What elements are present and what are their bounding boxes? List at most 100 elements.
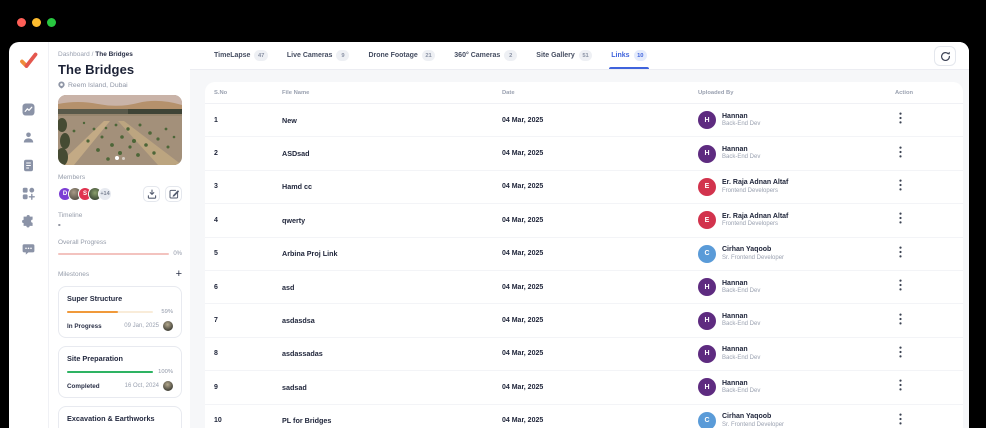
row-actions-menu-button[interactable]: [895, 410, 906, 428]
project-location: Reem Island, Dubai: [58, 81, 182, 89]
row-number: 8: [214, 350, 218, 358]
breadcrumb-root[interactable]: Dashboard: [58, 51, 90, 58]
table-row[interactable]: 7 asdasdsa 04 Mar, 2025 H Hannan Back-End Dev: [205, 304, 963, 338]
tab-site-gallery[interactable]: Site Gallery 51: [536, 42, 593, 69]
row-actions-menu-button[interactable]: [895, 310, 906, 332]
kebab-menu-icon: [899, 413, 902, 425]
table-row[interactable]: 9 sadsad 04 Mar, 2025 H Hannan Back-End Dev: [205, 371, 963, 405]
row-actions-menu-button[interactable]: [895, 376, 906, 398]
row-date: 04 Mar, 2025: [502, 350, 544, 358]
row-number: 6: [214, 283, 218, 291]
milestone-card[interactable]: Excavation & Earthworks71%In Progress03 …: [58, 406, 182, 428]
table-row[interactable]: 5 Arbina Proj Link 04 Mar, 2025 C Cirhan Yaq…: [205, 238, 963, 271]
row-date: 04 Mar, 2025: [502, 283, 544, 291]
row-actions-menu-button[interactable]: [895, 209, 906, 231]
members-label: Members: [58, 174, 86, 181]
col-uploaded-by: Uploaded By: [698, 89, 734, 96]
tab-links[interactable]: Links 10: [609, 42, 649, 69]
milestone-card[interactable]: Site Preparation 100% Completed 16 Oct, 202…: [58, 346, 182, 398]
row-uploader: H Hannan Back-End Dev: [698, 344, 892, 363]
row-actions-menu-button[interactable]: [895, 243, 906, 265]
refresh-button[interactable]: [934, 46, 956, 66]
milestone-status: In Progress: [67, 322, 102, 330]
tab-bar: TimeLapse 47 Live Cameras 9 Drone Footage 21 3…: [190, 42, 969, 70]
uploader-avatar: H: [698, 111, 716, 130]
row-uploader: H Hannan Back-End Dev: [698, 311, 892, 330]
table-header: S.No File Name Date Uploaded By Action: [205, 82, 963, 104]
table-row[interactable]: 8 asdassadas 04 Mar, 2025 H Hannan Back-End D…: [205, 338, 963, 372]
milestone-date: 16 Oct, 2024: [124, 383, 159, 389]
member-avatar-overflow[interactable]: +14: [98, 187, 112, 201]
tab-drone-footage[interactable]: Drone Footage 21: [368, 42, 436, 69]
tab-label: Live Cameras: [286, 52, 333, 59]
row-number: 7: [214, 317, 218, 325]
milestone-card[interactable]: Super Structure 59% In Progress 09 Jan, 202…: [58, 286, 182, 338]
chat-icon[interactable]: [16, 236, 42, 262]
dashboard-icon[interactable]: [16, 96, 42, 122]
table-row[interactable]: 2 ASDsad 04 Mar, 2025 H Hannan Back-End Dev: [205, 137, 963, 171]
row-actions-menu-button[interactable]: [895, 143, 906, 165]
uploader-avatar: H: [698, 278, 716, 297]
milestone-name: Super Structure: [67, 294, 123, 303]
table-row[interactable]: 3 Hamd cc 04 Mar, 2025 E Er. Raja Adnan Alta…: [205, 171, 963, 205]
carousel-dot[interactable]: [122, 156, 125, 160]
image-carousel-dots[interactable]: [58, 156, 182, 160]
milestones-label: Milestones: [58, 271, 90, 278]
member-avatar-stack[interactable]: D S +14: [58, 187, 138, 201]
breadcrumb: Dashboard / The Bridges: [58, 51, 182, 58]
tab-360-cameras[interactable]: 360° Cameras 2: [454, 42, 518, 69]
tab-label: Site Gallery: [536, 52, 575, 59]
kebab-menu-icon: [899, 146, 902, 158]
app-logo-checkmark-icon[interactable]: [19, 52, 38, 74]
uploader-name: Cirhan Yaqoob: [722, 246, 772, 254]
row-file-name: ASDsad: [282, 149, 310, 159]
row-actions-menu-button[interactable]: [895, 276, 906, 298]
table-row[interactable]: 6 asd 04 Mar, 2025 H Hannan Back-End Dev: [205, 271, 963, 305]
traffic-light-zoom[interactable]: [47, 18, 56, 27]
row-actions-menu-button[interactable]: [895, 343, 906, 365]
edit-button[interactable]: [165, 186, 182, 202]
col-date: Date: [502, 89, 515, 96]
row-actions-menu-button[interactable]: [895, 176, 906, 198]
modules-grid-icon[interactable]: [16, 180, 42, 206]
table-row[interactable]: 1 New 04 Mar, 2025 H Hannan Back-End Dev: [205, 104, 963, 138]
table-row[interactable]: 10 PL for Bridges 04 Mar, 2025 C Cirhan Yaqo…: [205, 405, 963, 428]
milestone-avatar: [163, 381, 173, 391]
tab-count-badge: 9: [336, 50, 350, 61]
kebab-menu-icon: [899, 246, 902, 258]
project-image[interactable]: [58, 95, 182, 165]
documents-icon[interactable]: [16, 152, 42, 178]
add-milestone-button[interactable]: +: [175, 268, 182, 280]
row-number: 10: [214, 417, 222, 425]
project-sidebar: Dashboard / The Bridges The Bridges Reem…: [50, 42, 190, 428]
row-uploader: H Hannan Back-End Dev: [698, 111, 892, 130]
tab-timelapse[interactable]: TimeLapse 47: [214, 42, 268, 69]
traffic-light-minimize[interactable]: [32, 18, 41, 27]
users-icon[interactable]: [16, 124, 42, 150]
milestone-avatar: [163, 321, 173, 331]
timeline-label: Timeline: [58, 212, 83, 219]
download-button[interactable]: [143, 186, 160, 202]
traffic-light-close[interactable]: [17, 18, 26, 27]
row-actions-menu-button[interactable]: [895, 109, 906, 131]
row-uploader: H Hannan Back-End Dev: [698, 144, 892, 163]
table-row[interactable]: 4 qwerty 04 Mar, 2025 E Er. Raja Adnan Altaf…: [205, 204, 963, 238]
project-title: The Bridges: [58, 62, 135, 77]
puzzle-plugin-icon[interactable]: [16, 208, 42, 234]
tab-live-cameras[interactable]: Live Cameras 9: [287, 42, 350, 69]
uploader-role: Sr. Frontend Developer: [722, 421, 785, 428]
row-date: 04 Mar, 2025: [502, 417, 544, 425]
row-file-name: asd: [282, 282, 295, 292]
carousel-dot-active[interactable]: [115, 156, 119, 160]
refresh-icon: [940, 51, 950, 61]
kebab-menu-icon: [899, 212, 902, 224]
tab-count-badge: 21: [421, 50, 436, 61]
col-action: Action: [895, 89, 914, 96]
milestone-name: Excavation & Earthworks: [67, 414, 155, 423]
location-pin-icon: [58, 81, 65, 89]
row-file-name: asdasdsa: [282, 316, 315, 326]
uploader-role: Sr. Frontend Developer: [722, 254, 785, 261]
uploader-name: Hannan: [722, 312, 748, 320]
kebab-menu-icon: [899, 346, 902, 358]
row-number: 3: [214, 183, 218, 191]
